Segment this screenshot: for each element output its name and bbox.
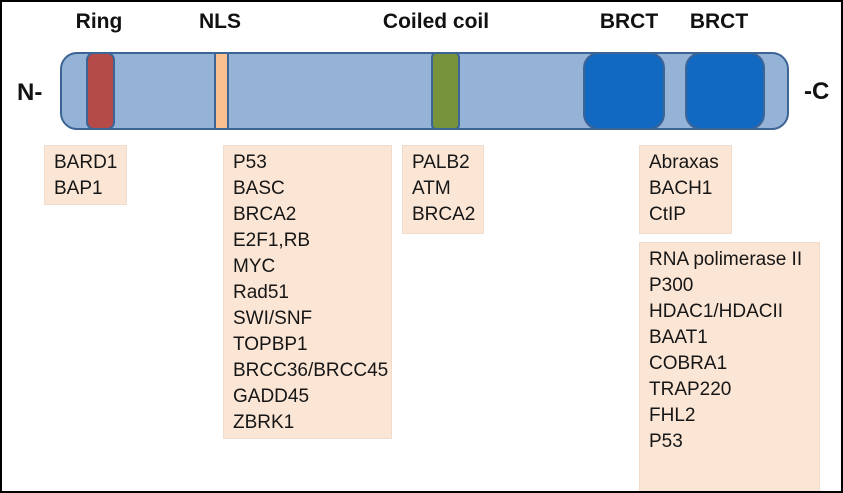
protein-list-item: BAP1 — [54, 178, 103, 199]
brct2-domain-label: BRCT — [689, 10, 749, 33]
protein-list-item: P53 — [649, 431, 683, 452]
protein-list-item: TOPBP1 — [233, 334, 308, 355]
ring-interactors-box: BARD1 BAP1 — [44, 145, 127, 205]
protein-list-item: P300 — [649, 275, 694, 296]
protein-list-item: COBRA1 — [649, 353, 728, 374]
brct2-domain-block — [685, 52, 765, 130]
nls-domain-label: NLS — [199, 10, 241, 33]
protein-list-item: BACH1 — [649, 178, 713, 199]
nls-domain-block — [214, 52, 229, 130]
protein-list-item: SWI/SNF — [233, 308, 313, 329]
protein-list-item: CtIP — [649, 204, 686, 225]
protein-list-item: BARD1 — [54, 152, 118, 173]
protein-list-item: BRCC36/BRCC45 — [233, 360, 389, 381]
protein-list-item: RNA polimerase II — [649, 249, 803, 270]
ring-domain-label: Ring — [75, 10, 123, 33]
coiled-coil-domain-label: Coiled coil — [382, 10, 490, 33]
protein-list-item: BRCA2 — [412, 204, 476, 225]
brct-interactors-box-bottom: RNA polimerase II P300 HDAC1/HDACII BAAT1 CO… — [639, 242, 820, 491]
ring-domain-block — [86, 52, 115, 130]
protein-list-item: ZBRK1 — [233, 412, 295, 433]
coiled-coil-interactors-box: PALB2 ATM BRCA2 — [402, 145, 484, 234]
protein-list-item: PALB2 — [412, 152, 470, 173]
protein-list-item: TRAP220 — [649, 379, 732, 400]
protein-list-item: BASC — [233, 178, 285, 199]
protein-list-item: E2F1,RB — [233, 230, 311, 251]
protein-list-item: P53 — [233, 152, 267, 173]
protein-list-item: Rad51 — [233, 282, 289, 303]
c-terminus-label: -C — [804, 78, 830, 105]
protein-list-item: HDAC1/HDACII — [649, 301, 784, 322]
protein-list-item: GADD45 — [233, 386, 310, 407]
protein-list-item: FHL2 — [649, 405, 696, 426]
brct-interactors-box-top: Abraxas BACH1 CtIP — [639, 145, 732, 234]
protein-backbone-bar — [60, 52, 789, 130]
brct1-domain-label: BRCT — [599, 10, 659, 33]
protein-list-item: Abraxas — [649, 152, 719, 173]
brct1-domain-block — [583, 52, 665, 130]
n-terminus-label: N- — [17, 79, 43, 106]
coiled-coil-domain-block — [431, 52, 460, 130]
nls-interactors-box: P53 BASC BRCA2 E2F1,RB MYC Rad51 SWI/SNF TOPBP1… — [223, 145, 392, 439]
protein-list-item: MYC — [233, 256, 276, 277]
protein-list-item: BRCA2 — [233, 204, 297, 225]
protein-list-item: ATM — [412, 178, 451, 199]
protein-list-item: BAAT1 — [649, 327, 708, 348]
